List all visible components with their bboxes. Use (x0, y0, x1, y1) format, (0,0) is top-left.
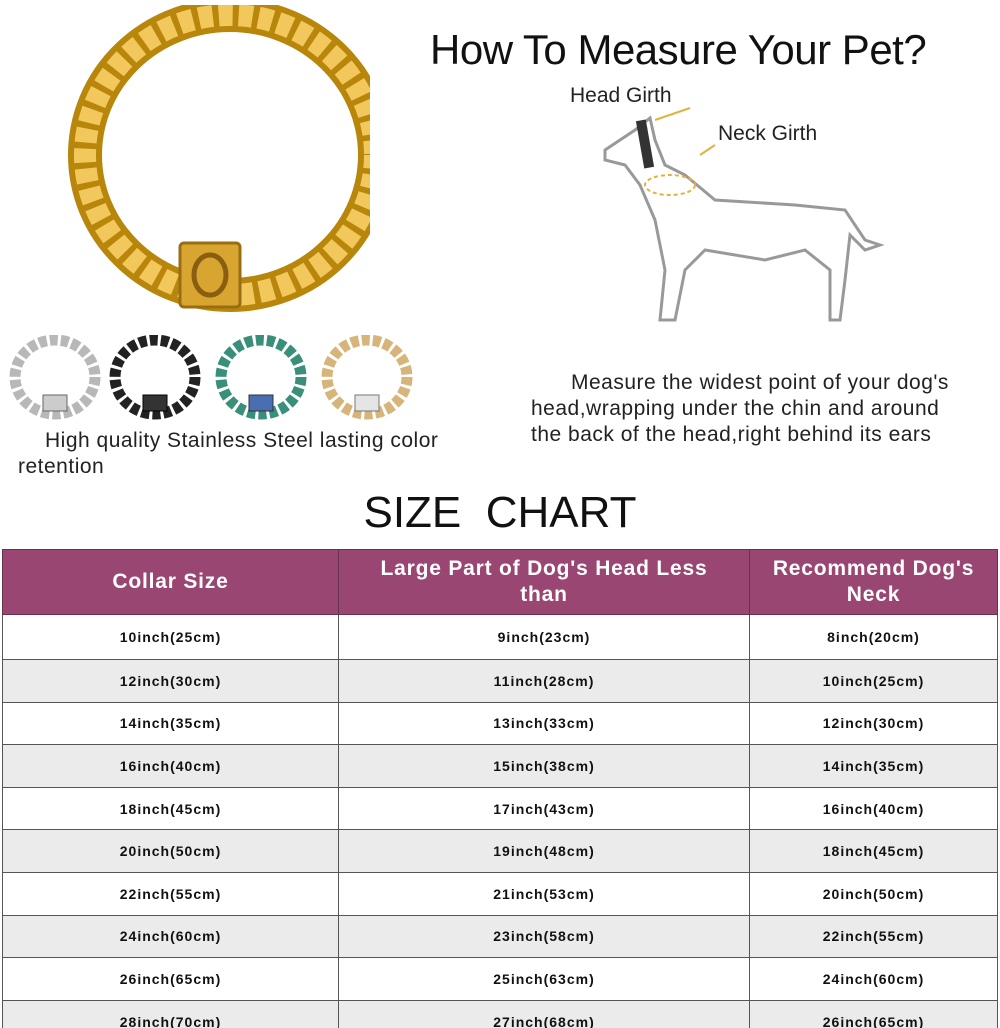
collar-color-variants (9, 335, 413, 420)
table-row: 16inch(40cm) 15inch(38cm) 14inch(35cm) (2, 744, 998, 788)
collar-size-cell: 20inch(50cm) (2, 829, 339, 873)
neck-size-cell: 18inch(45cm) (749, 829, 998, 873)
head-size-cell: 13inch(33cm) (338, 701, 750, 746)
head-size-cell: 21inch(53cm) (338, 871, 750, 916)
neck-size-cell: 22inch(55cm) (749, 914, 998, 959)
neck-size-cell: 16inch(40cm) (749, 786, 998, 831)
table-row: 10inch(25cm) 9inch(23cm) 8inch(20cm) (2, 614, 998, 660)
table-row: 28inch(70cm) 27inch(68cm) 26inch(65cm) (2, 999, 998, 1028)
collar-size-cell: 16inch(40cm) (2, 744, 339, 788)
gold-collar-variant (321, 335, 413, 420)
column-header-neck-size: Recommend Dog's Neck (749, 549, 998, 615)
measure-instructions: Measure the widest point of your dog's h… (531, 370, 971, 448)
table-row: 24inch(60cm) 23inch(58cm) 22inch(55cm) (2, 914, 998, 959)
collar-size-cell: 24inch(60cm) (2, 914, 339, 959)
neck-size-cell: 14inch(35cm) (749, 744, 998, 788)
collar-size-cell: 22inch(55cm) (2, 871, 339, 916)
head-size-cell: 27inch(68cm) (338, 999, 750, 1028)
caption-text: High quality Stainless Steel lasting col… (18, 429, 439, 478)
table-row: 22inch(55cm) 21inch(53cm) 20inch(50cm) (2, 871, 998, 916)
column-header-head-size: Large Part of Dog's Head Less than (338, 549, 750, 615)
silver-collar-variant (9, 335, 101, 420)
neck-size-cell: 26inch(65cm) (749, 999, 998, 1028)
collar-size-cell: 28inch(70cm) (2, 999, 339, 1028)
table-row: 14inch(35cm) 13inch(33cm) 12inch(30cm) (2, 701, 998, 746)
rainbow-collar-variant (215, 335, 307, 420)
neck-girth-label: Neck Girth (718, 122, 818, 145)
size-chart-title: SIZE CHART (363, 488, 637, 537)
dog-outline-diagram (603, 107, 885, 322)
black-collar-variant (109, 335, 201, 420)
head-size-cell: 19inch(48cm) (338, 829, 750, 873)
size-chart-table: Collar Size Large Part of Dog's Head Les… (2, 549, 998, 1028)
neck-size-cell: 10inch(25cm) (749, 659, 998, 703)
head-girth-label: Head Girth (570, 84, 672, 107)
product-caption: High quality Stainless Steel lasting col… (18, 428, 458, 480)
collar-size-cell: 26inch(65cm) (2, 957, 339, 1001)
head-size-cell: 9inch(23cm) (338, 614, 750, 660)
table-row: 20inch(50cm) 19inch(48cm) 18inch(45cm) (2, 829, 998, 873)
collar-size-cell: 14inch(35cm) (2, 701, 339, 746)
head-size-cell: 17inch(43cm) (338, 786, 750, 831)
collar-size-cell: 10inch(25cm) (2, 614, 339, 660)
collar-size-cell: 12inch(30cm) (2, 659, 339, 703)
table-row: 12inch(30cm) 11inch(28cm) 10inch(25cm) (2, 659, 998, 703)
neck-size-cell: 24inch(60cm) (749, 957, 998, 1001)
head-size-cell: 25inch(63cm) (338, 957, 750, 1001)
head-size-cell: 11inch(28cm) (338, 659, 750, 703)
page-title: How To Measure Your Pet? (430, 26, 927, 73)
table-row: 18inch(45cm) 17inch(43cm) 16inch(40cm) (2, 786, 998, 831)
collar-size-cell: 18inch(45cm) (2, 786, 339, 831)
neck-size-cell: 8inch(20cm) (749, 614, 998, 660)
neck-size-cell: 20inch(50cm) (749, 871, 998, 916)
head-size-cell: 15inch(38cm) (338, 744, 750, 788)
neck-size-cell: 12inch(30cm) (749, 701, 998, 746)
instructions-text: Measure the widest point of your dog's h… (531, 371, 949, 446)
column-header-collar-size: Collar Size (2, 549, 339, 615)
head-size-cell: 23inch(58cm) (338, 914, 750, 959)
table-row: 26inch(65cm) 25inch(63cm) 24inch(60cm) (2, 957, 998, 1001)
gold-chain-collar-image (68, 5, 370, 312)
